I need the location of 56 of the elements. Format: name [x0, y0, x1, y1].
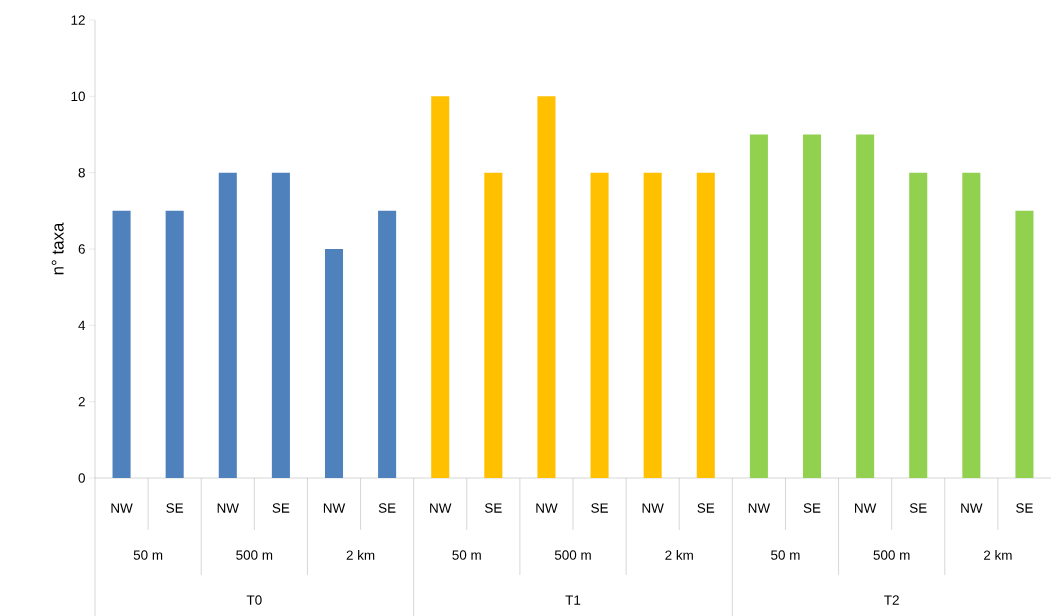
x-tick-label: NW [430, 503, 452, 513]
x-tick-label: SE [166, 503, 184, 513]
bar [218, 172, 237, 478]
x-tick-label: NW [111, 503, 133, 513]
text: 50 m [452, 550, 481, 560]
y-tick-label: 10 [71, 91, 85, 102]
x-tick-label: SE [803, 503, 821, 513]
bar [112, 210, 131, 478]
text: T1 [565, 595, 581, 605]
bar [324, 249, 344, 478]
bar [962, 172, 981, 478]
bar [1015, 210, 1034, 478]
text: 2 km [984, 550, 1012, 560]
bar [484, 172, 503, 478]
bar [643, 172, 662, 478]
x-tick-label: NW [323, 503, 346, 513]
x-tick-label: NW [855, 503, 877, 513]
bar [909, 172, 928, 478]
y-tick-label: 12 [71, 15, 85, 25]
bar [378, 210, 397, 478]
bar [165, 210, 184, 478]
text: 50 m [771, 550, 800, 560]
y-tick-label: 2 [78, 396, 85, 407]
bar [431, 96, 450, 478]
bar [590, 172, 609, 478]
bar [271, 172, 290, 478]
text: 2 km [665, 550, 693, 560]
x-tick-label: SE [484, 503, 502, 513]
text: 2 km [346, 550, 375, 560]
text: 500 m [236, 550, 273, 560]
y-tick-label: 8 [78, 167, 85, 178]
x-tick-label: NW [748, 503, 771, 513]
y-tick-label: 0 [78, 473, 85, 483]
text: 500 m [873, 550, 910, 560]
x-tick-label: SE [697, 503, 715, 513]
text: 50 m [133, 550, 163, 560]
x-tick-label: SE [591, 503, 608, 513]
x-tick-label: NW [642, 503, 664, 513]
x-tick-label: SE [272, 503, 290, 513]
x-tick-label: NW [961, 503, 983, 513]
bar [856, 134, 875, 478]
y-tick-label: 4 [78, 320, 86, 330]
text: T0 [246, 595, 262, 605]
x-tick-label: SE [378, 503, 396, 513]
text: 500 m [554, 550, 591, 560]
bar [749, 134, 768, 478]
x-tick-label: NW [536, 503, 558, 513]
text: T2 [884, 595, 899, 605]
y-axis-title: n° taxa [51, 222, 64, 275]
x-tick-label: SE [1016, 503, 1033, 513]
y-tick-label: 6 [78, 244, 85, 254]
bar [537, 96, 556, 478]
x-tick-label: SE [909, 503, 927, 513]
x-tick-label: NW [217, 503, 239, 513]
bar [696, 172, 715, 478]
bar [802, 134, 822, 478]
